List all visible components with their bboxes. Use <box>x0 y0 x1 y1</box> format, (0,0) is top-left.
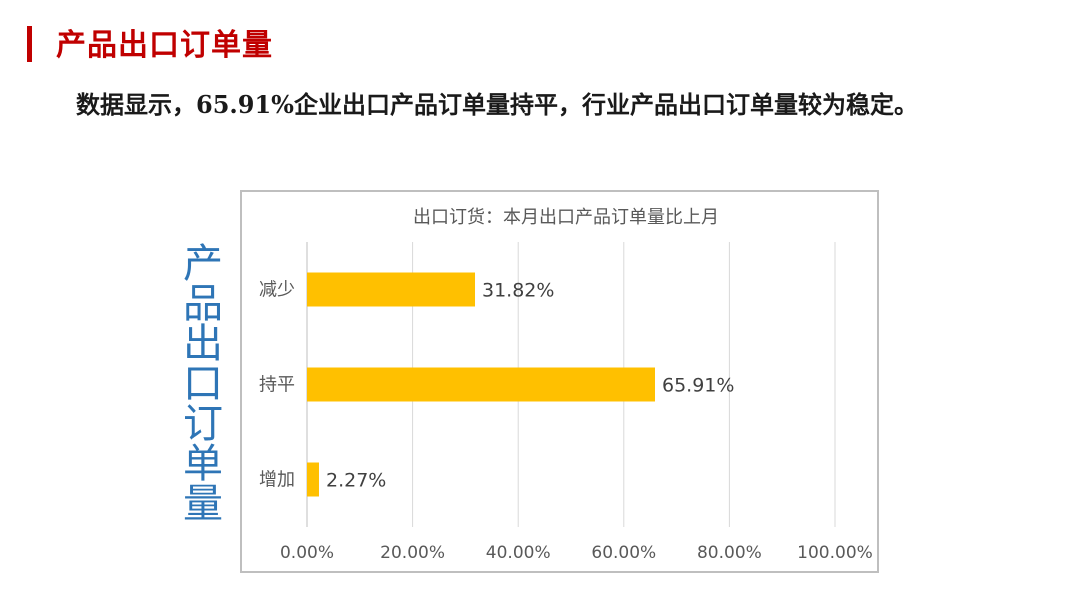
chart-bars <box>307 272 656 497</box>
title-accent-bar <box>27 26 32 62</box>
bar <box>307 462 319 497</box>
chart-frame: 出口订货：本月出口产品订单量比上月 0.00% 20.00% 40.00% 60.00… <box>240 190 879 573</box>
bar <box>307 367 656 402</box>
vertical-side-label: 产品出口订单量 <box>183 241 223 527</box>
chart-labels: 0.00% 20.00% 40.00% 60.00% 80.00% 100.00% 减少 31… <box>259 280 873 564</box>
category-label: 增加 <box>259 470 295 491</box>
data-label: 2.27% <box>326 470 386 492</box>
x-tick-label: 60.00% <box>591 543 656 563</box>
x-tick-label: 0.00% <box>280 543 334 563</box>
x-tick-label: 80.00% <box>697 543 762 563</box>
summary-text: 数据显示，65.91%企业出口产品订单量持平，行业产品出口订单量较为稳定。 <box>76 90 918 119</box>
page-title: 产品出口订单量 <box>56 28 273 63</box>
x-tick-label: 40.00% <box>486 543 551 563</box>
data-label: 65.91% <box>662 375 734 397</box>
category-label: 减少 <box>259 280 295 301</box>
chart-title: 出口订货：本月出口产品订单量比上月 <box>413 207 719 228</box>
x-tick-label: 20.00% <box>380 543 445 563</box>
bar-chart: 出口订货：本月出口产品订单量比上月 0.00% 20.00% 40.00% 60.00… <box>259 207 873 564</box>
data-label: 31.82% <box>482 280 554 302</box>
bar <box>307 272 476 307</box>
x-tick-label: 100.00% <box>797 543 873 563</box>
category-label: 持平 <box>259 375 295 396</box>
